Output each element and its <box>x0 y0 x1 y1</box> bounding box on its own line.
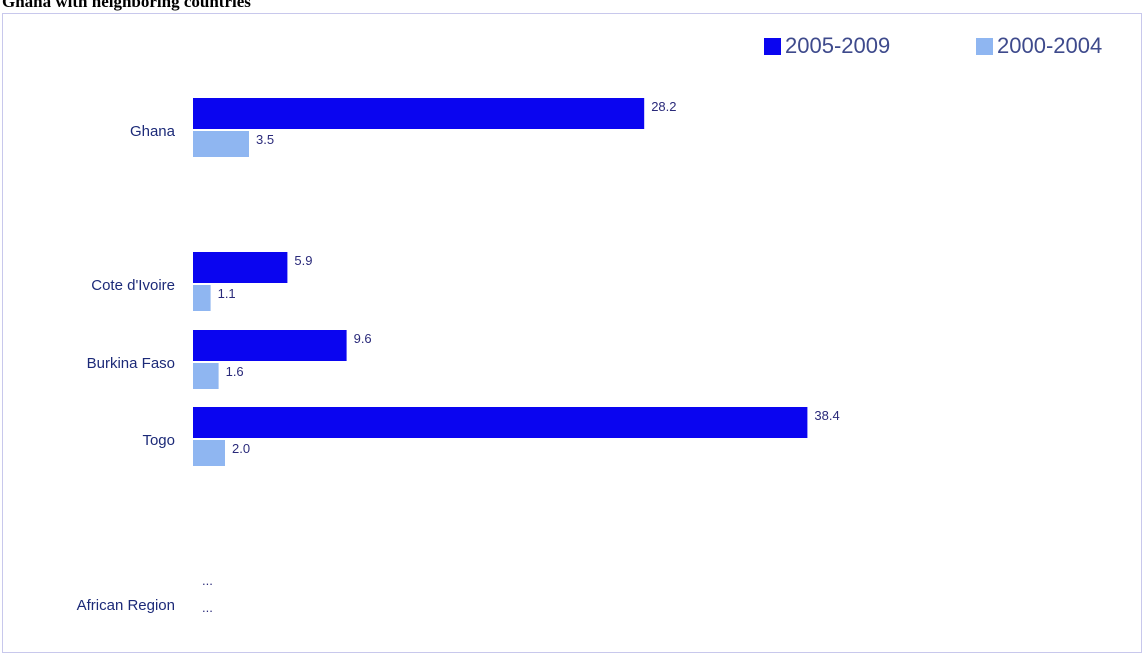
value-label-burkina-faso-2000-2004: 1.6 <box>226 364 244 379</box>
category-label-ghana: Ghana <box>130 123 176 140</box>
legend-label-2000-2004: 2000-2004 <box>997 33 1103 58</box>
category-label-togo: Togo <box>142 432 175 449</box>
value-label-african-region-2000-2004: ... <box>202 600 213 615</box>
value-label-cote-d-ivoire-2005-2009: 5.9 <box>294 253 312 268</box>
bar-togo-2000-2004 <box>193 440 225 466</box>
value-label-togo-2000-2004: 2.0 <box>232 441 250 456</box>
category-label-african-region: African Region <box>77 597 175 614</box>
category-label-cote-d-ivoire: Cote d'Ivoire <box>91 277 175 294</box>
bar-chart: Ghana 28.2 3.5 Cote d'Ivoire 5.9 1.1 Burkina F… <box>77 98 840 615</box>
bar-ghana-2005-2009 <box>193 98 645 129</box>
bar-togo-2005-2009 <box>193 407 808 438</box>
legend-item-2005-2009: 2005-2009 <box>764 33 890 59</box>
legend-item-2000-2004: 2000-2004 <box>976 33 1102 59</box>
value-label-togo-2005-2009: 38.4 <box>814 408 839 423</box>
legend-label-2005-2009: 2005-2009 <box>785 33 891 58</box>
value-label-burkina-faso-2005-2009: 9.6 <box>354 331 372 346</box>
legend-swatch-2000-2004 <box>976 37 993 55</box>
category-label-burkina-faso: Burkina Faso <box>87 355 175 372</box>
value-label-cote-d-ivoire-2000-2004: 1.1 <box>218 286 236 301</box>
bar-burkina-faso-2000-2004 <box>193 363 219 389</box>
bar-cote-d-ivoire-2000-2004 <box>193 285 211 311</box>
bar-cote-d-ivoire-2005-2009 <box>193 252 288 283</box>
bar-burkina-faso-2005-2009 <box>193 330 347 361</box>
value-label-ghana-2005-2009: 28.2 <box>651 99 676 114</box>
bar-ghana-2000-2004 <box>193 131 249 157</box>
value-label-african-region-2005-2009: ... <box>202 573 213 588</box>
chart-title: Ghana with neighboring countries <box>2 0 251 11</box>
legend-swatch-2005-2009 <box>764 37 781 55</box>
value-label-ghana-2000-2004: 3.5 <box>256 132 274 147</box>
